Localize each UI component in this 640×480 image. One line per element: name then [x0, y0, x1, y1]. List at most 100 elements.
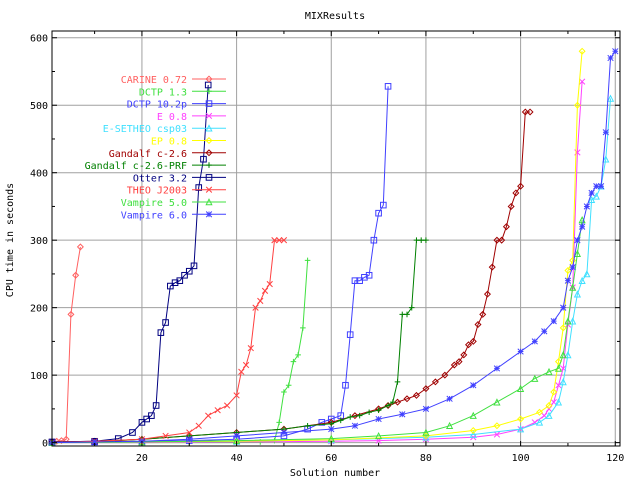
data-point	[399, 311, 406, 318]
data-point	[612, 48, 619, 55]
data-point	[375, 407, 382, 414]
legend-label: DCTP 1.3	[139, 87, 187, 98]
data-point	[205, 211, 213, 218]
data-point	[205, 412, 212, 419]
data-point	[67, 310, 75, 318]
data-point	[569, 283, 577, 291]
data-point	[205, 75, 213, 83]
data-point	[607, 54, 614, 62]
data-point	[176, 277, 184, 284]
data-point	[337, 417, 344, 424]
data-point	[550, 318, 557, 325]
data-point	[318, 419, 326, 426]
data-point	[205, 124, 213, 132]
data-point	[390, 399, 396, 405]
data-point	[351, 412, 359, 420]
legend-label: DCTP 10.2p	[127, 100, 187, 111]
data-point	[469, 426, 477, 434]
series-line	[52, 260, 309, 444]
data-point	[408, 304, 415, 311]
data-point	[181, 271, 188, 279]
data-point	[507, 202, 515, 210]
data-point	[162, 432, 169, 440]
data-point	[204, 81, 212, 89]
data-point	[276, 419, 282, 426]
data-point	[465, 341, 473, 349]
data-point	[493, 422, 501, 430]
data-point	[290, 358, 297, 365]
data-point	[559, 350, 567, 359]
data-point	[252, 304, 259, 311]
data-point	[460, 351, 468, 359]
data-point	[446, 395, 453, 402]
data-point	[366, 409, 372, 416]
data-point	[493, 431, 501, 438]
data-point	[469, 430, 477, 438]
data-point	[516, 425, 525, 433]
data-point	[242, 361, 250, 369]
data-point	[266, 280, 273, 288]
data-point	[375, 415, 382, 423]
data-point	[223, 402, 231, 409]
data-point	[554, 398, 563, 406]
data-point	[555, 382, 562, 389]
data-point	[422, 405, 430, 413]
y-tick-label: 600	[30, 34, 48, 45]
data-point	[394, 398, 402, 406]
data-point	[205, 112, 213, 120]
data-point	[493, 236, 501, 244]
data-point	[394, 379, 401, 385]
legend-label: THEO J2003	[127, 186, 187, 197]
data-point	[516, 384, 525, 392]
data-point	[346, 331, 354, 338]
data-point	[554, 358, 562, 366]
data-point	[205, 198, 213, 206]
series-otter-3-2	[48, 81, 212, 446]
data-point	[583, 270, 591, 278]
data-point	[470, 382, 477, 389]
series-line	[51, 51, 583, 444]
data-point	[422, 428, 430, 436]
data-point	[578, 78, 586, 85]
data-point	[574, 237, 581, 244]
data-point	[205, 136, 213, 145]
data-point	[493, 365, 501, 372]
data-point	[162, 319, 169, 326]
x-tick-label: 40	[231, 453, 243, 464]
data-point	[488, 263, 496, 271]
data-point	[356, 412, 363, 419]
data-point	[526, 108, 534, 116]
data-point	[205, 186, 213, 193]
y-tick-label: 400	[30, 169, 48, 180]
x-tick-label: 100	[512, 453, 530, 464]
data-point	[370, 236, 378, 244]
data-point	[304, 422, 311, 429]
data-point	[545, 402, 553, 410]
series-vampire-6-0	[48, 48, 619, 446]
data-point	[171, 279, 179, 286]
legend-label: E 0.8	[157, 112, 187, 123]
series-line	[51, 86, 389, 444]
data-point	[545, 411, 553, 419]
data-point	[138, 419, 146, 426]
data-point	[257, 297, 264, 305]
data-point	[247, 345, 254, 352]
data-point	[404, 311, 410, 318]
data-point	[328, 420, 335, 427]
data-point	[602, 129, 609, 136]
data-point	[545, 367, 553, 376]
legend-label: Vampire 6.0	[121, 210, 187, 221]
grid	[52, 31, 620, 446]
legend-label: Vampire 5.0	[121, 198, 187, 209]
data-point	[587, 195, 596, 203]
data-point	[276, 237, 283, 244]
data-point	[413, 237, 420, 243]
x-tick-label: 20	[136, 453, 148, 464]
data-point	[342, 381, 349, 389]
data-point	[559, 324, 567, 332]
y-tick-label: 200	[30, 304, 48, 315]
series-theo-j2003	[48, 237, 288, 446]
data-point	[469, 337, 477, 345]
data-point	[143, 415, 150, 423]
data-point	[597, 183, 605, 190]
